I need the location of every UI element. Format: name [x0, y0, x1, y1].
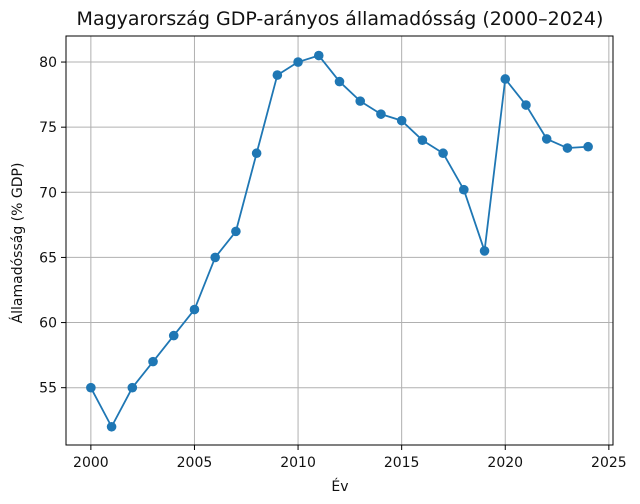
data-point: [459, 184, 469, 195]
y-tick-label: 60: [39, 316, 57, 332]
y-tick-label: 75: [39, 120, 57, 136]
data-point: [106, 421, 117, 432]
data-point: [272, 70, 283, 80]
data-point: [500, 74, 511, 84]
data-point: [521, 100, 531, 110]
data-point: [396, 115, 407, 126]
data-point: [583, 141, 593, 152]
data-point: [86, 382, 96, 393]
data-point: [376, 109, 386, 119]
data-point: [417, 135, 428, 146]
data-point: [127, 382, 138, 393]
data-point: [148, 356, 158, 367]
data-point: [251, 148, 262, 159]
y-tick-label: 70: [39, 185, 57, 201]
data-point: [562, 143, 573, 153]
y-tick-label: 55: [39, 381, 57, 397]
chart-title: Magyarország GDP-arányos államadósság (2…: [77, 8, 604, 30]
x-tick-label: 2020: [487, 455, 523, 471]
data-point: [313, 50, 324, 61]
series-line: [90, 54, 589, 428]
y-tick-label: 80: [39, 55, 57, 71]
data-point: [541, 134, 552, 144]
data-point: [334, 76, 345, 87]
x-tick-label: 2000: [73, 455, 109, 471]
data-point: [168, 330, 179, 341]
x-axis-label: Év: [331, 478, 348, 495]
data-point: [438, 148, 448, 159]
series: [86, 50, 593, 432]
x-tick-label: 2025: [591, 455, 627, 471]
y-tick-label: 65: [39, 250, 57, 266]
plot-frame: [65, 35, 614, 446]
x-tick-label: 2015: [384, 455, 420, 471]
data-point: [231, 226, 241, 237]
data-point: [293, 57, 303, 67]
grid: [66, 36, 613, 445]
data-point: [355, 96, 366, 106]
data-point: [210, 252, 220, 263]
data-point: [189, 304, 200, 315]
data-point: [479, 246, 490, 256]
x-tick-label: 2010: [280, 455, 316, 471]
x-tick-label: 2005: [177, 455, 213, 471]
axes: 2000 2005 2010 2015 2020 2025 55 60 65 70 75 80: [39, 55, 627, 471]
y-axis-label: Államadósság (% GDP): [9, 163, 26, 324]
